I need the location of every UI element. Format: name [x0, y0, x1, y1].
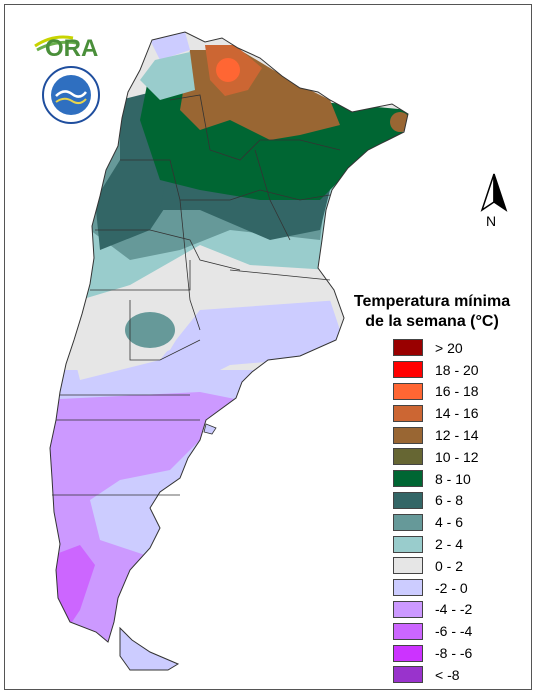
legend-label: < -8 [435, 666, 460, 683]
legend-item: 8 - 10 [393, 468, 479, 490]
legend-label: 16 - 18 [435, 383, 479, 400]
legend-item: 12 - 14 [393, 424, 479, 446]
legend-swatch [393, 404, 423, 422]
legend-title: Temperatura mínima de la semana (°C) [346, 292, 518, 332]
province-borders [52, 94, 341, 496]
zone-4-6-center [125, 312, 175, 348]
legend-item: -4 - -2 [393, 599, 479, 621]
legend-swatch [393, 448, 423, 466]
legend-item: 18 - 20 [393, 359, 479, 381]
legend-swatch [393, 600, 423, 618]
legend: Temperatura mínima de la semana (°C) > 2… [346, 292, 526, 684]
legend-item: 6 - 8 [393, 490, 479, 512]
legend-item: 0 - 2 [393, 555, 479, 577]
ora-logo: ORA [34, 35, 98, 62]
zone-2-4-northwest [140, 52, 195, 100]
legend-item: -8 - -6 [393, 642, 479, 664]
legend-label: 10 - 12 [435, 448, 479, 465]
legend-swatch [393, 470, 423, 488]
legend-swatch [393, 644, 423, 662]
legend-swatch [393, 491, 423, 509]
legend-item: 14 - 16 [393, 402, 479, 424]
legend-label: 4 - 6 [435, 514, 464, 531]
legend-label: > 20 [435, 339, 463, 356]
legend-label: -8 - -6 [435, 645, 473, 662]
north-label: N [486, 213, 497, 229]
legend-label: 8 - 10 [435, 470, 471, 487]
legend-item: -2 - 0 [393, 577, 479, 599]
zone-minus2-northwest [150, 32, 190, 60]
legend-label: -4 - -2 [435, 601, 473, 618]
smn-logo [42, 66, 100, 124]
zone-12-14 [180, 50, 340, 140]
legend-swatch [393, 622, 423, 640]
legend-item: < -8 [393, 664, 479, 686]
ora-logo-text: ORA [45, 35, 98, 62]
zone-12-14-east [390, 112, 408, 132]
legend-label: 14 - 16 [435, 405, 479, 422]
legend-swatch [393, 579, 423, 597]
legend-swatch [393, 535, 423, 553]
country-outline [49, 31, 409, 643]
zone-0-2 [70, 250, 340, 380]
legend-swatch [393, 513, 423, 531]
tierra-del-fuego [119, 626, 180, 671]
zone-16-18 [216, 58, 240, 82]
legend-swatch [393, 382, 423, 400]
legend-label: 12 - 14 [435, 427, 479, 444]
legend-item: 2 - 4 [393, 533, 479, 555]
legend-label: 2 - 4 [435, 536, 464, 553]
legend-item: 16 - 18 [393, 381, 479, 403]
legend-item: 4 - 6 [393, 511, 479, 533]
legend-item: -6 - -4 [393, 620, 479, 642]
legend-swatch [393, 339, 423, 357]
legend-swatch [393, 361, 423, 379]
legend-label: -6 - -4 [435, 623, 473, 640]
legend-swatch [393, 426, 423, 444]
legend-title-line1: Temperatura mínima [353, 293, 511, 310]
legend-label: 6 - 8 [435, 492, 464, 509]
legend-items: > 20 18 - 20 16 - 18 14 - 16 12 - 14 10 - 12 8… [393, 337, 479, 686]
legend-swatch [393, 666, 423, 684]
legend-item: 10 - 12 [393, 446, 479, 468]
island-small [203, 423, 217, 435]
legend-swatch [393, 557, 423, 575]
zone-minus2-0-center [80, 300, 345, 395]
legend-label: 18 - 20 [435, 361, 479, 378]
legend-item: > 20 [393, 337, 479, 359]
zone-minus4-minus2 [50, 392, 240, 642]
legend-label: -2 - 0 [435, 579, 468, 596]
legend-title-line2: de la semana (°C) [365, 313, 499, 330]
north-arrow-icon [480, 173, 508, 212]
legend-label: 0 - 2 [435, 557, 464, 574]
